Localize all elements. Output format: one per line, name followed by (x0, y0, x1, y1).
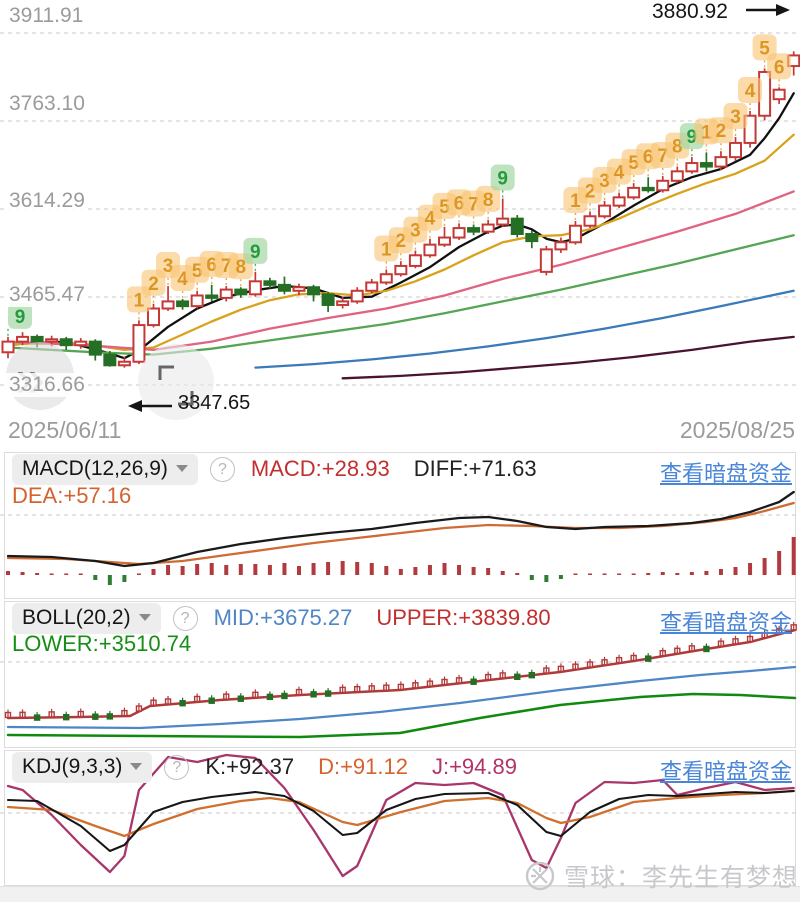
svg-text:1: 1 (134, 290, 145, 311)
svg-text:6: 6 (643, 147, 654, 168)
indicator-value: MID:+3675.27 (213, 605, 353, 630)
view-dark-pool-funds-link-macd[interactable]: 查看暗盘资金 (659, 461, 792, 486)
svg-text:2: 2 (716, 121, 727, 142)
chevron-down-icon (130, 763, 143, 770)
svg-text:6: 6 (206, 255, 217, 276)
svg-text:4: 4 (425, 209, 436, 230)
svg-text:9: 9 (687, 127, 698, 148)
svg-text:5: 5 (439, 197, 450, 218)
kdj-header: KDJ(9,3,3) ? K:+92.37 D:+91.12 J:+94.89 (12, 751, 792, 783)
svg-text:1: 1 (381, 239, 392, 260)
macd-indicator-selector[interactable]: MACD(12,26,9) (12, 453, 198, 485)
snowball-logo-icon (525, 861, 555, 891)
svg-text:9: 9 (497, 169, 508, 190)
watermark: 雪球：李先生有梦想 (524, 858, 798, 894)
view-dark-pool-funds-link-kdj[interactable]: 查看暗盘资金 (659, 759, 792, 784)
svg-text:3: 3 (599, 171, 610, 192)
boll-indicator-selector[interactable]: BOLL(20,2) (12, 602, 161, 634)
svg-text:2: 2 (396, 231, 407, 252)
svg-text:1: 1 (570, 191, 581, 212)
view-dark-pool-funds-link-boll[interactable]: 查看暗盘资金 (659, 610, 792, 635)
chevron-down-icon (175, 465, 188, 472)
svg-text:1: 1 (701, 122, 712, 143)
bottom-strip (0, 886, 800, 902)
price-axis-label: 3614.29 (6, 189, 88, 213)
svg-text:5: 5 (628, 153, 639, 174)
svg-text:9: 9 (15, 307, 26, 328)
svg-text:4: 4 (614, 163, 625, 184)
svg-text:7: 7 (657, 146, 668, 167)
boll-indicator-label: BOLL(20,2) (22, 605, 131, 629)
crop-corners-icon[interactable] (158, 365, 194, 406)
high-price-annotation: 3880.92 (652, 0, 728, 23)
chevron-down-icon (138, 614, 151, 621)
indicator-value: J:+94.89 (431, 754, 517, 779)
price-axis-label: 3316.66 (6, 373, 88, 397)
date-axis: 2025/06/11 2025/08/25 (0, 417, 800, 445)
svg-text:4: 4 (745, 81, 756, 102)
indicator-value: MACD:+28.93 (250, 456, 390, 481)
indicator-value: K:+92.37 (205, 754, 295, 779)
date-start-label: 2025/06/11 (8, 417, 122, 443)
svg-text:3: 3 (163, 256, 174, 277)
boll-header: BOLL(20,2) ? MID:+3675.27 UPPER:+3839.80 (12, 602, 792, 634)
svg-text:2: 2 (148, 274, 159, 295)
macd-values: MACD:+28.93 DIFF:+71.63 (251, 456, 537, 482)
indicator-value: D:+91.12 (318, 754, 408, 779)
kdj-help-icon[interactable]: ? (164, 754, 190, 780)
kdj-indicator-label: KDJ(9,3,3) (22, 754, 123, 778)
boll-values: MID:+3675.27 UPPER:+3839.80 (214, 605, 551, 631)
svg-text:3: 3 (730, 107, 741, 128)
svg-text:5: 5 (759, 38, 770, 59)
svg-text:7: 7 (468, 195, 479, 216)
svg-text:5: 5 (192, 261, 203, 282)
indicator-value: UPPER:+3839.80 (376, 605, 551, 630)
watermark-text: 雪球：李先生有梦想 (564, 864, 799, 892)
svg-text:3: 3 (410, 221, 421, 242)
svg-text:8: 8 (672, 137, 683, 158)
svg-text:7: 7 (221, 256, 232, 277)
svg-text:2: 2 (585, 182, 596, 203)
svg-text:8: 8 (483, 190, 494, 211)
boll-help-icon[interactable]: ? (172, 605, 198, 631)
macd-indicator-label: MACD(12,26,9) (22, 456, 168, 480)
kdj-values: K:+92.37 D:+91.12 J:+94.89 (205, 754, 517, 780)
arrow-left-icon (128, 400, 142, 412)
price-axis-label: 3763.10 (6, 92, 88, 116)
low-price-annotation: 3347.65 (178, 392, 251, 414)
svg-text:8: 8 (236, 257, 247, 278)
arrow-right-icon (776, 4, 790, 16)
svg-text:6: 6 (454, 193, 465, 214)
svg-text:9: 9 (250, 242, 261, 263)
kdj-indicator-selector[interactable]: KDJ(9,3,3) (12, 751, 153, 783)
indicator-value: DIFF:+71.63 (413, 456, 537, 481)
macd-help-icon[interactable]: ? (209, 456, 235, 482)
macd-header: MACD(12,26,9) ? MACD:+28.93 DIFF:+71.63 (12, 453, 792, 485)
date-end-label: 2025/08/25 (679, 417, 795, 443)
price-axis-label: 3911.91 (6, 4, 87, 28)
svg-text:4: 4 (177, 269, 188, 290)
boll-lower-value: LOWER:+3510.74 (12, 631, 192, 656)
macd-dea-value: DEA:+57.16 (12, 483, 132, 508)
svg-text:6: 6 (774, 57, 785, 78)
price-axis-label: 3465.47 (6, 283, 88, 307)
